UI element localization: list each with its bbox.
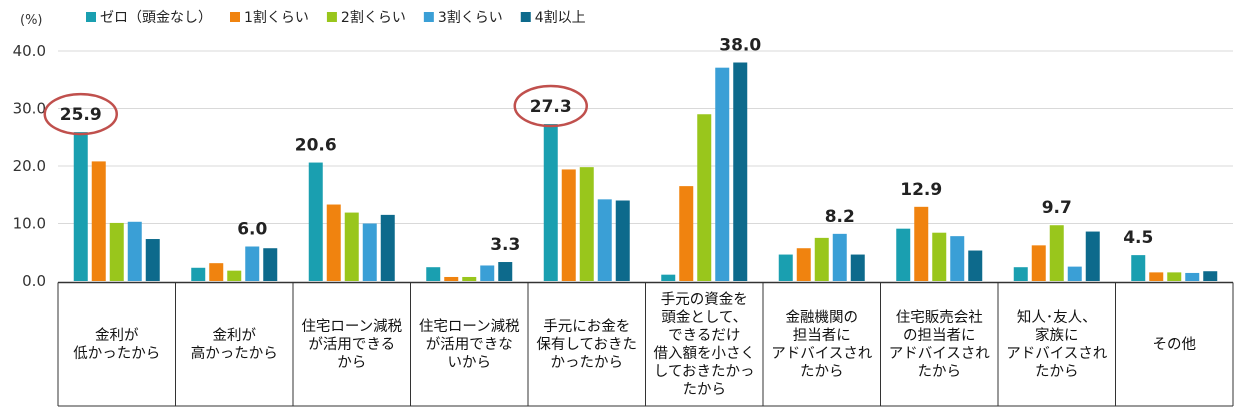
bar bbox=[615, 200, 630, 281]
data-label: 20.6 bbox=[295, 136, 337, 156]
data-label: 27.3 bbox=[530, 97, 572, 117]
bar bbox=[697, 114, 712, 281]
legend-swatch bbox=[423, 12, 434, 22]
legend-swatch bbox=[86, 12, 96, 22]
bar bbox=[380, 214, 395, 281]
y-tick-label: 20.0 bbox=[13, 157, 46, 175]
legend-label: 3割くらい bbox=[438, 9, 503, 26]
y-tick-label: 10.0 bbox=[13, 215, 46, 233]
bar bbox=[245, 246, 260, 281]
category-label: 金利が 高かったから bbox=[190, 327, 278, 362]
bar bbox=[579, 167, 594, 281]
bar bbox=[1013, 267, 1028, 281]
data-label: 9.7 bbox=[1042, 198, 1072, 218]
bar bbox=[1185, 272, 1200, 281]
bar bbox=[145, 239, 160, 281]
bar bbox=[914, 206, 929, 281]
bar bbox=[543, 124, 558, 282]
bar bbox=[814, 237, 829, 281]
legend-label: 4割以上 bbox=[535, 9, 586, 26]
bar bbox=[661, 274, 676, 281]
bar bbox=[227, 270, 242, 281]
bar bbox=[209, 263, 224, 281]
bar bbox=[263, 248, 278, 281]
data-label: 4.5 bbox=[1123, 228, 1153, 248]
bar bbox=[832, 233, 847, 281]
bar bbox=[715, 67, 730, 281]
highlight-circle bbox=[43, 92, 118, 136]
data-label: 38.0 bbox=[719, 36, 761, 56]
category-label: その他 bbox=[1152, 336, 1197, 353]
bar bbox=[326, 204, 341, 281]
bar bbox=[968, 250, 983, 281]
category-label: 手元の資金を 頭金として、 できるだけ 借入額を小さく しておきたかっ たから bbox=[653, 291, 756, 398]
data-label: 6.0 bbox=[237, 220, 267, 240]
bar bbox=[679, 186, 694, 281]
legend-swatch bbox=[520, 12, 531, 22]
bar bbox=[1049, 225, 1064, 281]
y-axis-unit-label: (%) bbox=[20, 13, 43, 28]
bar bbox=[1203, 271, 1218, 281]
bar bbox=[950, 236, 965, 281]
category-label: 知人･友人、 家族に アドバイスされ たから bbox=[1006, 309, 1108, 380]
bar bbox=[444, 276, 459, 281]
bar bbox=[1131, 255, 1146, 281]
bar bbox=[362, 223, 377, 281]
bar bbox=[1085, 231, 1100, 281]
category-label: 住宅販売会社 の担当者に アドバイスされ たから bbox=[888, 309, 990, 380]
bar bbox=[597, 199, 612, 281]
legend-label: 2割くらい bbox=[341, 9, 406, 26]
data-label: 3.3 bbox=[490, 235, 520, 255]
y-tick-label: 0.0 bbox=[22, 272, 46, 290]
highlight-circle bbox=[513, 84, 588, 128]
category-label: 金利が 低かったから bbox=[73, 327, 161, 362]
bar bbox=[1031, 245, 1046, 281]
bar bbox=[462, 276, 477, 281]
data-label: 25.9 bbox=[60, 105, 102, 125]
bar bbox=[308, 162, 323, 281]
data-label: 8.2 bbox=[825, 207, 855, 227]
bar bbox=[73, 132, 88, 281]
bar bbox=[127, 221, 142, 281]
category-label: 手元にお金を 保有しておきた かったから bbox=[536, 318, 638, 371]
legend-swatch bbox=[326, 12, 337, 22]
bar bbox=[896, 228, 911, 281]
bar bbox=[561, 169, 576, 281]
bar bbox=[498, 262, 513, 281]
bar bbox=[480, 265, 495, 281]
legend-label: ゼロ（頭金なし） bbox=[100, 10, 212, 26]
category-label: 住宅ローン減税 が活用できな いから bbox=[418, 318, 520, 371]
bar bbox=[796, 248, 811, 281]
bar bbox=[91, 161, 106, 281]
data-label: 12.9 bbox=[900, 180, 942, 200]
bar bbox=[1149, 272, 1164, 281]
bar bbox=[1067, 266, 1082, 281]
bar bbox=[850, 254, 865, 281]
category-label: 金融機関の 担当者に アドバイスされ たから bbox=[771, 309, 873, 380]
bar bbox=[778, 254, 793, 281]
legend-swatch bbox=[230, 12, 240, 22]
legend-label: 1割くらい bbox=[244, 9, 309, 26]
bar bbox=[733, 62, 748, 281]
y-tick-label: 40.0 bbox=[13, 42, 46, 60]
bar bbox=[426, 267, 441, 281]
bar bbox=[191, 267, 206, 281]
bar bbox=[1167, 272, 1182, 281]
category-label: 住宅ローン減税 が活用できる から bbox=[301, 318, 403, 371]
bar bbox=[344, 212, 359, 281]
y-tick-label: 30.0 bbox=[13, 100, 46, 118]
bar bbox=[932, 232, 947, 281]
bar bbox=[109, 222, 124, 281]
